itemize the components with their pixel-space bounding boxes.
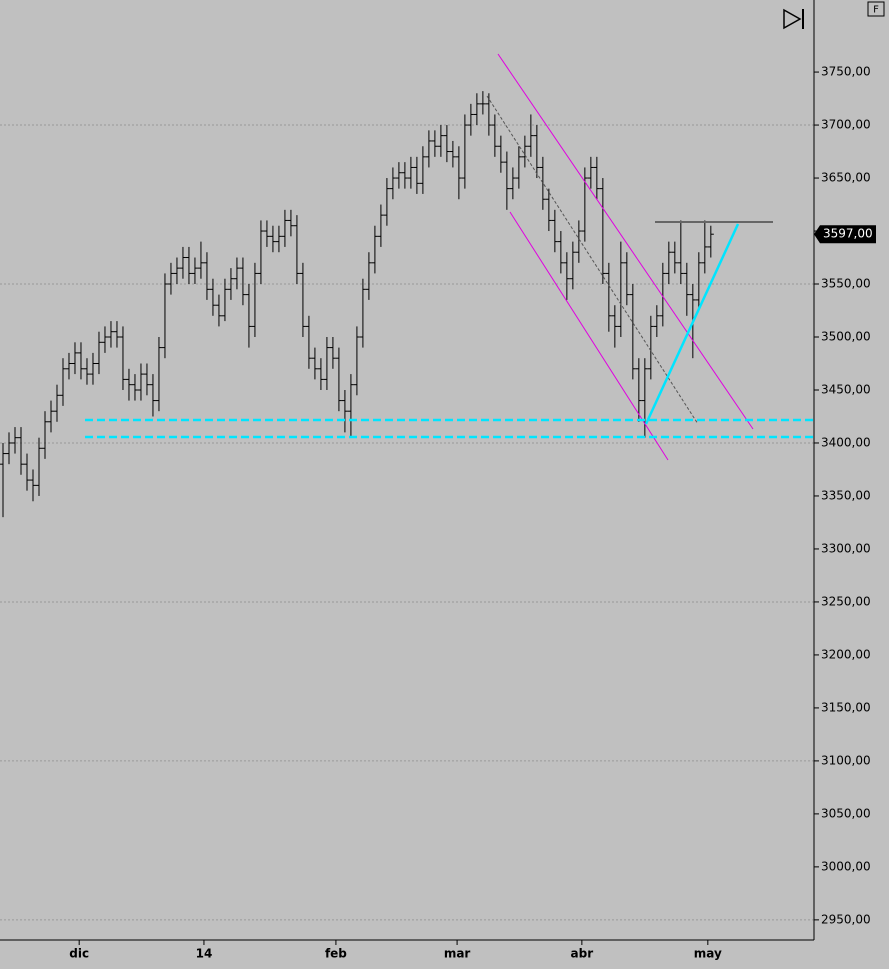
y-tick-label: 3450,00 bbox=[821, 382, 871, 396]
last-price: 3597,00 bbox=[814, 225, 876, 244]
y-tick-label: 3200,00 bbox=[821, 647, 871, 661]
x-tick-label: abr bbox=[571, 947, 594, 961]
y-tick-label: 3650,00 bbox=[821, 171, 871, 185]
x-tick-label: may bbox=[694, 947, 722, 961]
annotations bbox=[85, 53, 814, 461]
x-tick-label: feb bbox=[325, 947, 347, 961]
y-tick-label: 3400,00 bbox=[821, 435, 871, 449]
y-tick-label: 3250,00 bbox=[821, 594, 871, 608]
f-button-label[interactable]: F bbox=[873, 5, 879, 16]
play-button[interactable] bbox=[783, 8, 804, 30]
play-icon[interactable] bbox=[783, 8, 802, 30]
bars bbox=[0, 91, 714, 518]
y-tick-label: 2950,00 bbox=[821, 912, 871, 926]
last-price-box bbox=[814, 225, 876, 244]
trend-line bbox=[644, 223, 740, 425]
x-tick-label: mar bbox=[444, 947, 471, 961]
x-tick-label: dic bbox=[69, 947, 89, 961]
channel-lower bbox=[509, 211, 669, 461]
y-tick-label: 3700,00 bbox=[821, 118, 871, 132]
y-tick-label: 3150,00 bbox=[821, 700, 871, 714]
x-tick-label: 14 bbox=[196, 947, 213, 961]
last-price-label: 3597,00 bbox=[823, 227, 873, 241]
mid-line bbox=[486, 95, 699, 425]
y-tick-label: 3550,00 bbox=[821, 277, 871, 291]
f-button[interactable] bbox=[867, 1, 885, 17]
y-tick-label: 3100,00 bbox=[821, 753, 871, 767]
y-tick-label: 3500,00 bbox=[821, 330, 871, 344]
y-tick-label: 3300,00 bbox=[821, 541, 871, 555]
channel-upper bbox=[497, 53, 754, 430]
y-tick-label: 3350,00 bbox=[821, 488, 871, 502]
y-tick-label: 3050,00 bbox=[821, 806, 871, 820]
y-tick-label: 3750,00 bbox=[821, 65, 871, 79]
y-tick-label: 3000,00 bbox=[821, 859, 871, 873]
